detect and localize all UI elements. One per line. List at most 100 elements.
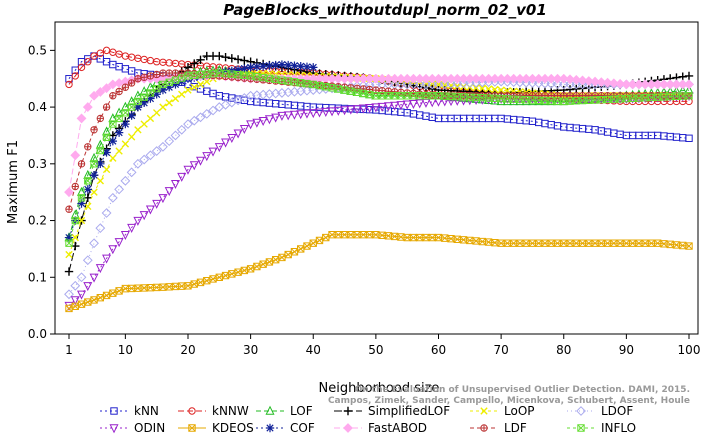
data-point-cof (146, 94, 155, 103)
y-tick-label: 0.0 (28, 327, 47, 341)
data-point-fastabod (583, 76, 594, 86)
data-point-loop (96, 177, 105, 185)
data-point-cof (302, 62, 312, 72)
data-point-lof (127, 96, 137, 106)
data-point-loop (190, 83, 198, 91)
data-point-odin (252, 118, 262, 128)
data-point-odin (415, 99, 425, 109)
data-point-ldf (109, 92, 117, 100)
data-point-odin (365, 103, 375, 113)
data-point-odin (227, 134, 237, 144)
data-point-ldof (76, 272, 87, 283)
data-point-ldof (183, 119, 193, 130)
data-point-fastabod (602, 77, 613, 88)
data-point-ldf (115, 87, 123, 96)
data-point-odin (271, 113, 281, 123)
data-point-kdeos (265, 258, 274, 266)
data-point-ldf (71, 182, 79, 191)
data-point-ldof (139, 154, 150, 165)
x-tick-label: 100 (678, 343, 701, 357)
data-point-fastabod (101, 83, 112, 94)
data-point-loop (459, 82, 468, 91)
data-point-simplifiedlof (227, 54, 237, 63)
data-point-knn (71, 66, 79, 74)
data-point-odin (152, 199, 162, 209)
data-point-odin (383, 102, 393, 112)
data-point-ldf (77, 160, 86, 168)
data-point-fastabod (565, 74, 575, 85)
data-point-cof (89, 170, 99, 180)
y-tick-label: 0.3 (28, 157, 47, 171)
data-point-odin (377, 102, 387, 112)
data-point-cof (296, 62, 305, 71)
series-odin (64, 92, 694, 311)
data-point-inflo (190, 71, 198, 80)
data-point-odin (340, 106, 350, 116)
data-point-kdeos (84, 298, 92, 306)
data-point-odin (333, 106, 343, 116)
data-point-kdeos (215, 273, 224, 281)
x-axis-label: Neighborhood size (319, 381, 440, 396)
legend-item-simplifiedlof: SimplifiedLOF (334, 404, 450, 418)
data-point-kdeos (221, 271, 230, 280)
data-point-kdeos (271, 255, 280, 264)
plot-frame (54, 21, 699, 335)
data-point-loop (109, 154, 117, 162)
data-point-knn (121, 65, 130, 73)
data-point-odin (390, 101, 400, 111)
data-point-ldof (515, 77, 525, 88)
data-point-kdeos (253, 262, 261, 271)
data-point-lof (95, 139, 105, 149)
data-point-inflo (134, 97, 142, 106)
data-point-odin (89, 273, 99, 283)
data-point-cof (277, 60, 287, 69)
x-tick-label: 10 (118, 343, 133, 357)
data-point-fastabod (95, 87, 106, 97)
data-point-odin (120, 231, 130, 241)
data-point-kdeos (278, 253, 286, 262)
data-point-cof (240, 64, 249, 73)
legend-label-cof: COF (290, 421, 315, 434)
legend-marker-kdeos (188, 424, 196, 432)
data-point-knn (591, 126, 599, 134)
data-point-knnw (102, 46, 111, 55)
data-point-loop (441, 81, 449, 89)
data-point-kdeos (309, 239, 317, 247)
data-point-ldof (114, 184, 125, 195)
data-point-cof (152, 90, 161, 99)
data-point-loop (516, 88, 524, 96)
legend-item-loop: LoOP (470, 404, 535, 418)
data-point-odin (239, 124, 249, 134)
data-point-cof (102, 148, 111, 157)
data-point-odin (346, 105, 356, 115)
data-point-fastabod (76, 113, 87, 124)
y-tick-label: 0.1 (28, 270, 47, 284)
data-point-simplifiedlof (215, 51, 224, 61)
data-point-ldof (521, 77, 532, 88)
legend-marker-loop (480, 407, 488, 415)
legend-marker-knnw (188, 407, 196, 415)
data-point-fastabod (64, 187, 74, 198)
data-point-odin (358, 104, 368, 114)
chart-title: PageBlocks_withoutdupl_norm_02_v01 (223, 1, 547, 19)
data-point-odin (371, 103, 381, 113)
data-point-kdeos (203, 276, 211, 285)
data-point-ldf (84, 143, 92, 151)
data-point-ldf (134, 75, 142, 83)
x-tick-label: 60 (431, 343, 446, 357)
data-point-kdeos (102, 291, 111, 300)
data-point-lof (133, 90, 143, 100)
data-point-knn (65, 75, 73, 83)
x-tick-label: 70 (493, 343, 508, 357)
data-point-simplifiedlof (64, 267, 74, 276)
x-tick-label: 30 (243, 343, 258, 357)
legend-marker-cof (265, 423, 275, 433)
data-point-ldof (540, 78, 550, 89)
data-point-kdeos (209, 275, 217, 283)
data-point-odin (352, 105, 362, 115)
data-point-loop (121, 140, 130, 148)
data-point-odin (277, 111, 287, 121)
data-point-ldof (158, 141, 168, 152)
data-point-odin (214, 143, 224, 153)
data-point-loop (165, 99, 173, 107)
